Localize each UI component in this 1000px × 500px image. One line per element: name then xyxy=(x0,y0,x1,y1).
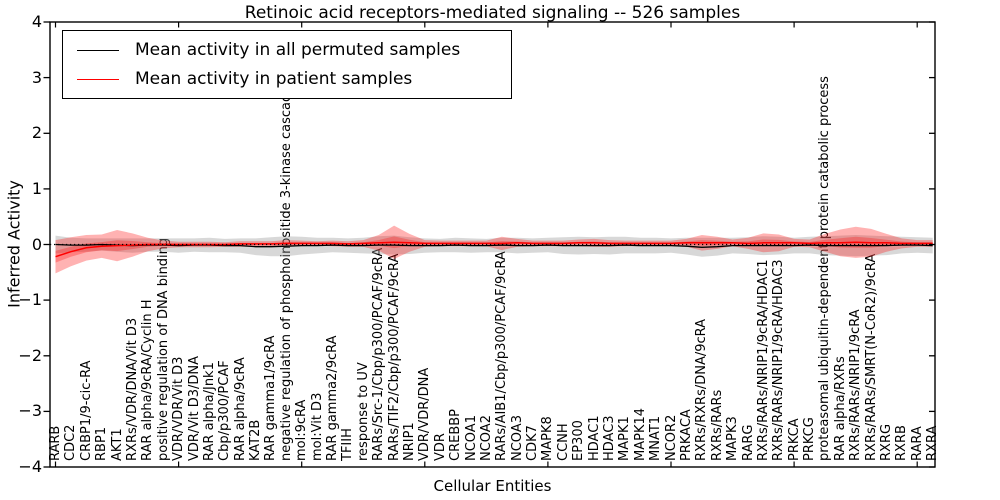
legend-label-permuted: Mean activity in all permuted samples xyxy=(135,40,461,60)
y-tick-label: 4 xyxy=(31,12,42,31)
y-tick-label: 0 xyxy=(31,234,42,254)
legend-line-permuted-icon xyxy=(77,49,119,51)
y-tick-label: 3 xyxy=(31,67,42,87)
y-tick-label: 2 xyxy=(31,123,42,143)
legend-item-permuted: Mean activity in all permuted samples xyxy=(77,40,511,60)
y-tick-label: −2 xyxy=(18,345,42,365)
legend: Mean activity in all permuted samples Me… xyxy=(62,30,512,99)
legend-item-patient: Mean activity in patient samples xyxy=(77,69,511,89)
legend-line-patient-icon xyxy=(77,78,119,80)
legend-label-patient: Mean activity in patient samples xyxy=(135,69,413,89)
x-axis-label: Cellular Entities xyxy=(433,477,552,495)
y-tick-label: −1 xyxy=(18,290,42,310)
y-tick-label: 1 xyxy=(31,178,42,198)
y-tick-label: −4 xyxy=(18,457,42,476)
y-tick-label: −3 xyxy=(18,401,42,421)
chart-title: Retinoic acid receptors-mediated signali… xyxy=(244,3,741,23)
